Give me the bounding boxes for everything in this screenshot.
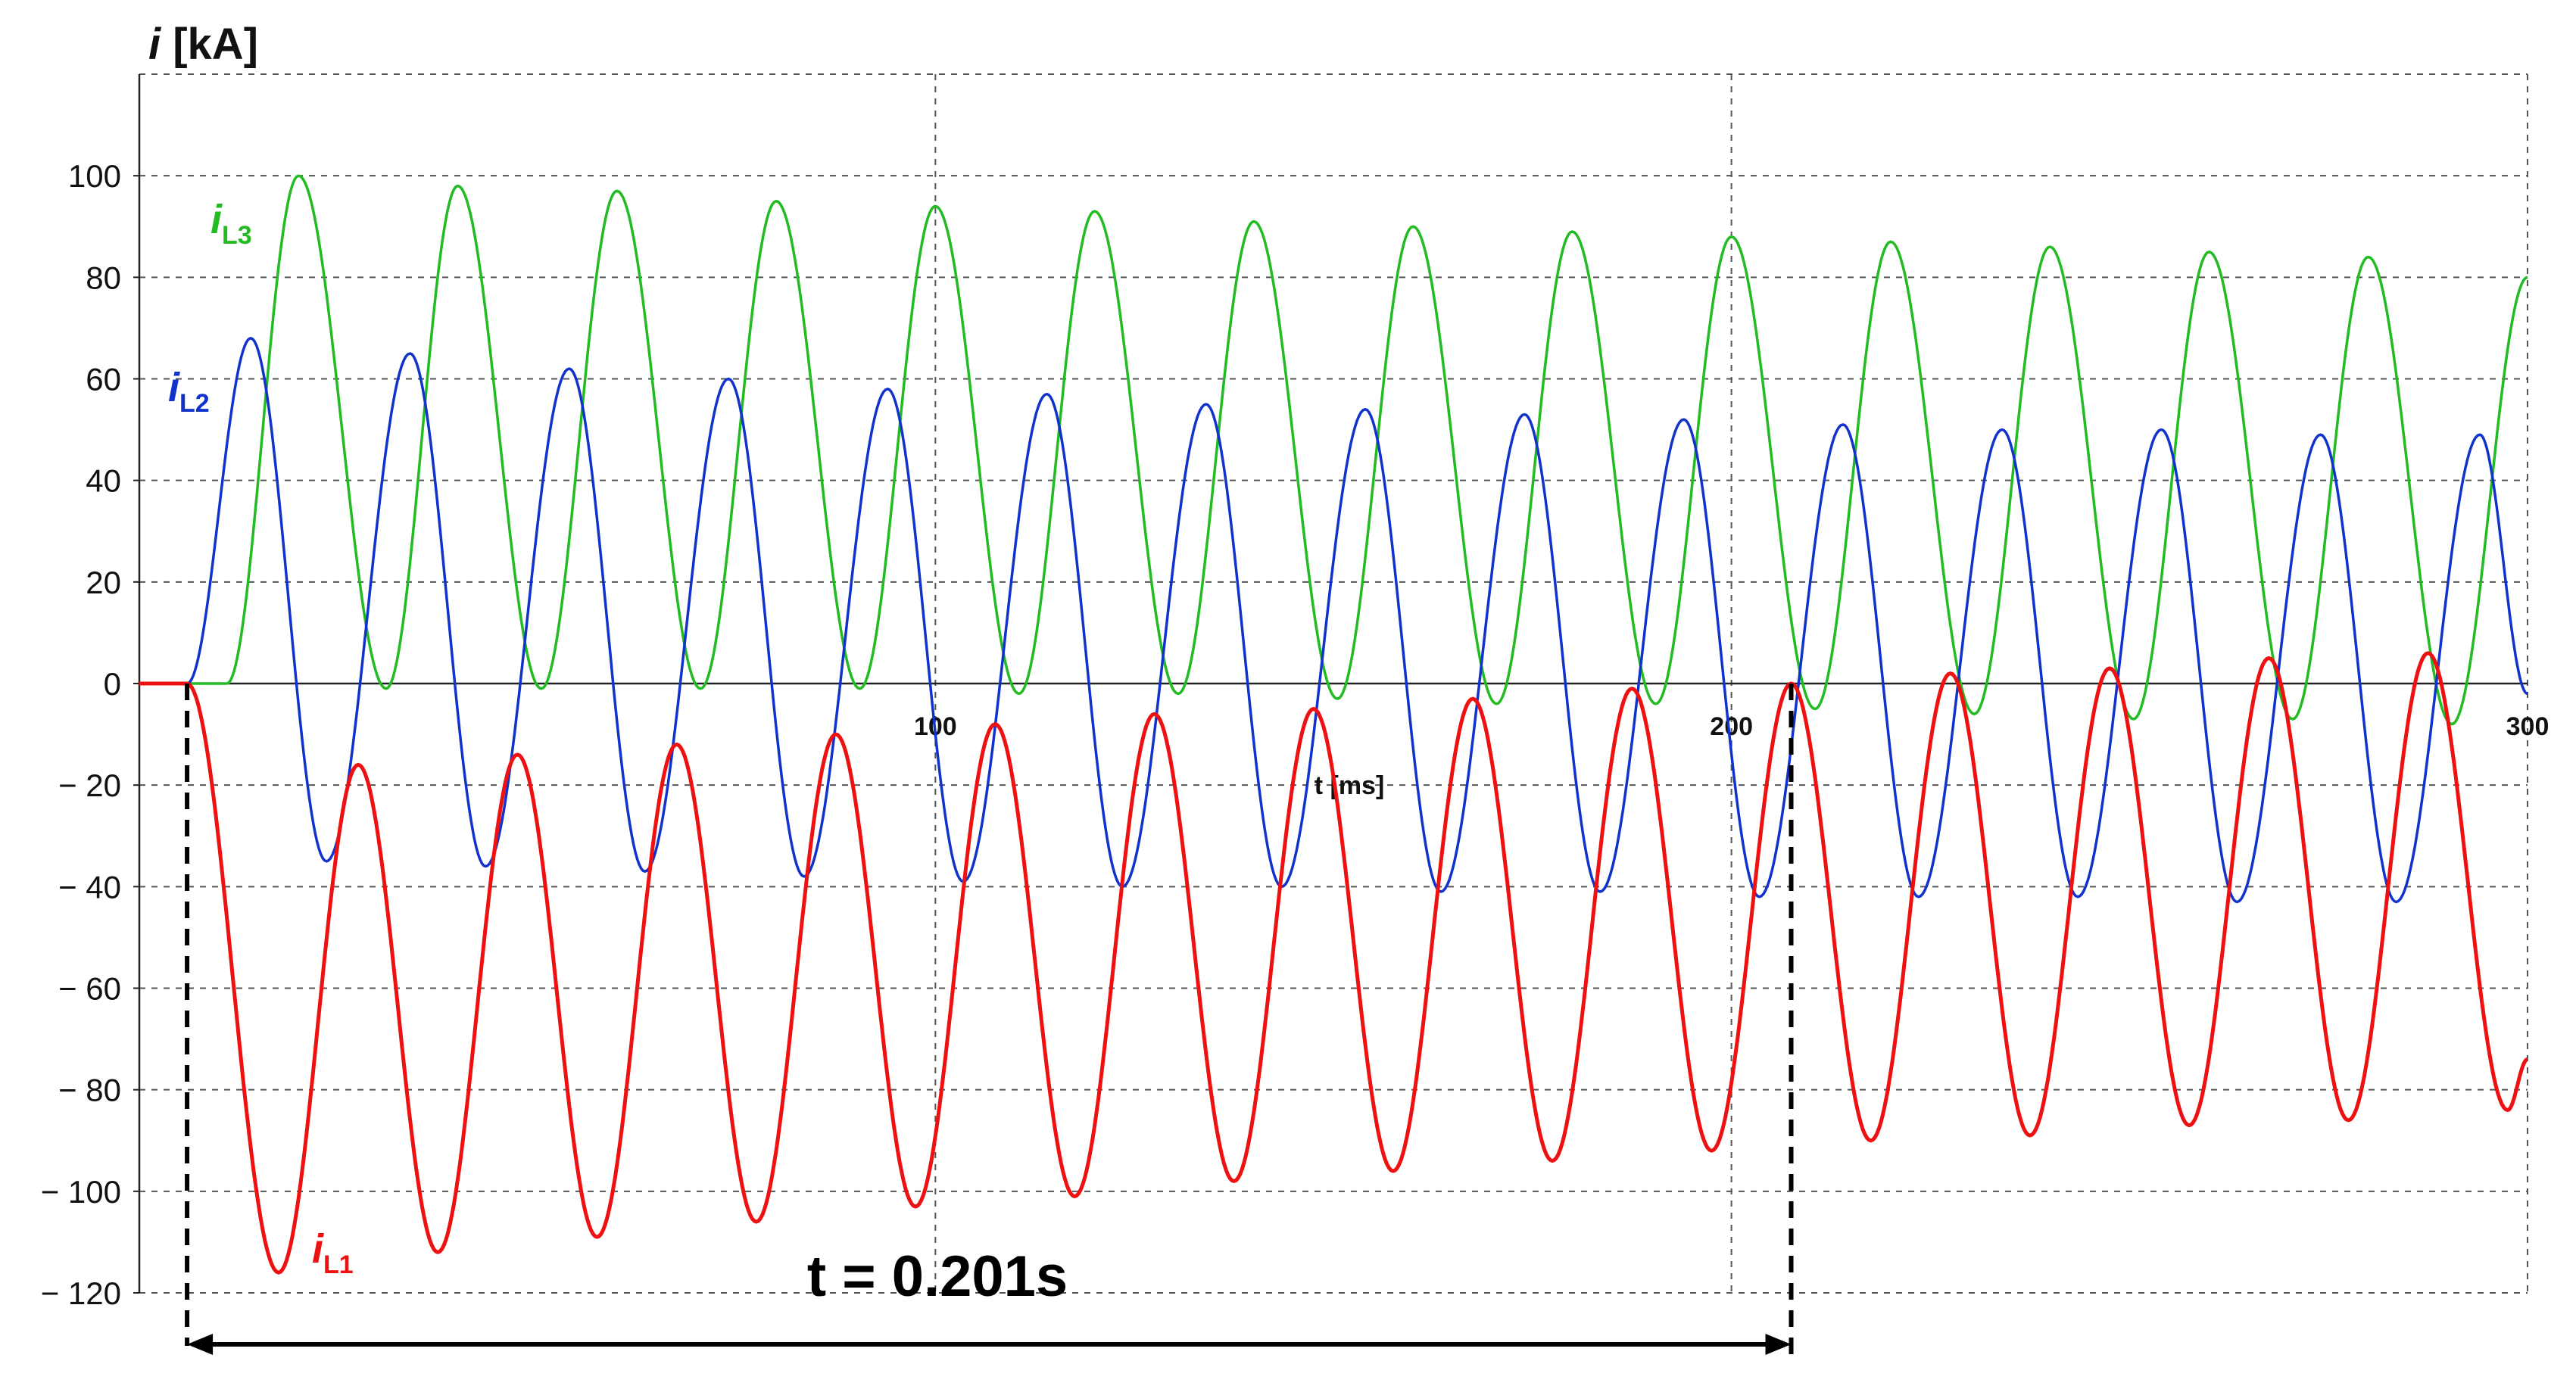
annotation-arrow-left <box>187 1334 214 1355</box>
series-line-l3 <box>139 174 2528 726</box>
series-label-subscript: L3 <box>222 221 252 250</box>
y-tick-label: 0 <box>104 666 121 702</box>
series-label-subscript: L1 <box>323 1250 354 1279</box>
grid-layer <box>138 73 2528 1294</box>
y-tick-label: 60 <box>86 362 121 397</box>
series-label-symbol: i <box>168 365 180 410</box>
x-tick-label: 200 <box>1710 712 1753 741</box>
y-tick-label: − 80 <box>58 1073 121 1108</box>
y-tick-label: 40 <box>86 463 121 499</box>
series-line-l1 <box>139 651 2529 1275</box>
series-label-l3: iL3 <box>211 197 252 250</box>
annotation-layer: t = 0.201s <box>185 684 1794 1363</box>
series-label-symbol: i <box>211 197 223 242</box>
series-label-subscript: L2 <box>179 389 210 418</box>
series-label-symbol: i <box>312 1226 324 1272</box>
x-axis-label: t [ms] <box>1315 771 1385 800</box>
y-tick-label: − 60 <box>58 971 121 1007</box>
y-tick-label: − 20 <box>58 768 121 803</box>
y-axis-label-unit: [kA] <box>173 20 258 69</box>
y-tick-label: − 120 <box>41 1275 121 1311</box>
y-axis-label: i [kA] <box>148 20 258 69</box>
y-tick-label: 20 <box>86 565 121 600</box>
y-axis-label-symbol: i <box>148 20 173 69</box>
y-tick-label: − 100 <box>41 1174 121 1210</box>
series-line-l2 <box>139 337 2528 904</box>
annotation-arrow-right <box>1765 1334 1792 1355</box>
y-tick-label: 100 <box>68 158 121 194</box>
y-tick-label: 80 <box>86 260 121 295</box>
y-tick-label: − 40 <box>58 869 121 905</box>
series-label-l1: iL1 <box>312 1226 354 1279</box>
series-layer <box>139 174 2529 1275</box>
series-label-l2: iL2 <box>168 365 210 418</box>
x-tick-label: 300 <box>2506 712 2549 741</box>
annotation-text: t = 0.201s <box>807 1244 1068 1309</box>
